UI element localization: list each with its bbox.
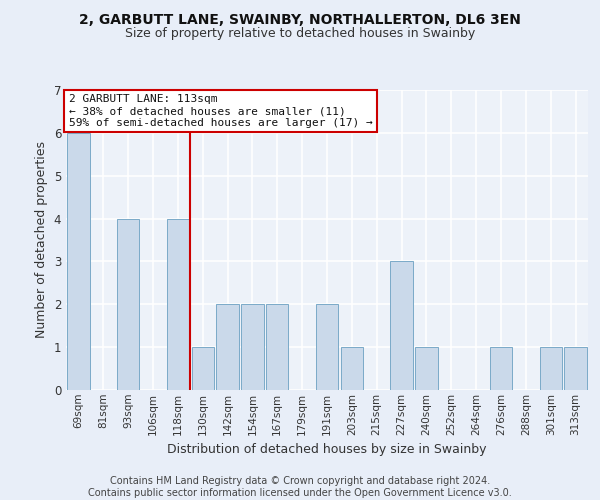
Bar bbox=[565, 347, 587, 390]
Text: 2 GARBUTT LANE: 113sqm
← 38% of detached houses are smaller (11)
59% of semi-det: 2 GARBUTT LANE: 113sqm ← 38% of detached… bbox=[68, 94, 373, 128]
Bar bbox=[167, 218, 189, 390]
Text: 2, GARBUTT LANE, SWAINBY, NORTHALLERTON, DL6 3EN: 2, GARBUTT LANE, SWAINBY, NORTHALLERTON,… bbox=[79, 12, 521, 26]
Bar bbox=[490, 347, 512, 390]
X-axis label: Distribution of detached houses by size in Swainby: Distribution of detached houses by size … bbox=[167, 443, 487, 456]
Bar bbox=[539, 347, 562, 390]
Bar bbox=[341, 347, 363, 390]
Bar bbox=[316, 304, 338, 390]
Text: Size of property relative to detached houses in Swainby: Size of property relative to detached ho… bbox=[125, 28, 475, 40]
Bar bbox=[67, 133, 89, 390]
Bar bbox=[415, 347, 437, 390]
Bar bbox=[241, 304, 263, 390]
Bar bbox=[266, 304, 289, 390]
Text: Contains HM Land Registry data © Crown copyright and database right 2024.
Contai: Contains HM Land Registry data © Crown c… bbox=[88, 476, 512, 498]
Bar bbox=[191, 347, 214, 390]
Bar bbox=[217, 304, 239, 390]
Y-axis label: Number of detached properties: Number of detached properties bbox=[35, 142, 48, 338]
Bar bbox=[117, 218, 139, 390]
Bar bbox=[391, 262, 413, 390]
